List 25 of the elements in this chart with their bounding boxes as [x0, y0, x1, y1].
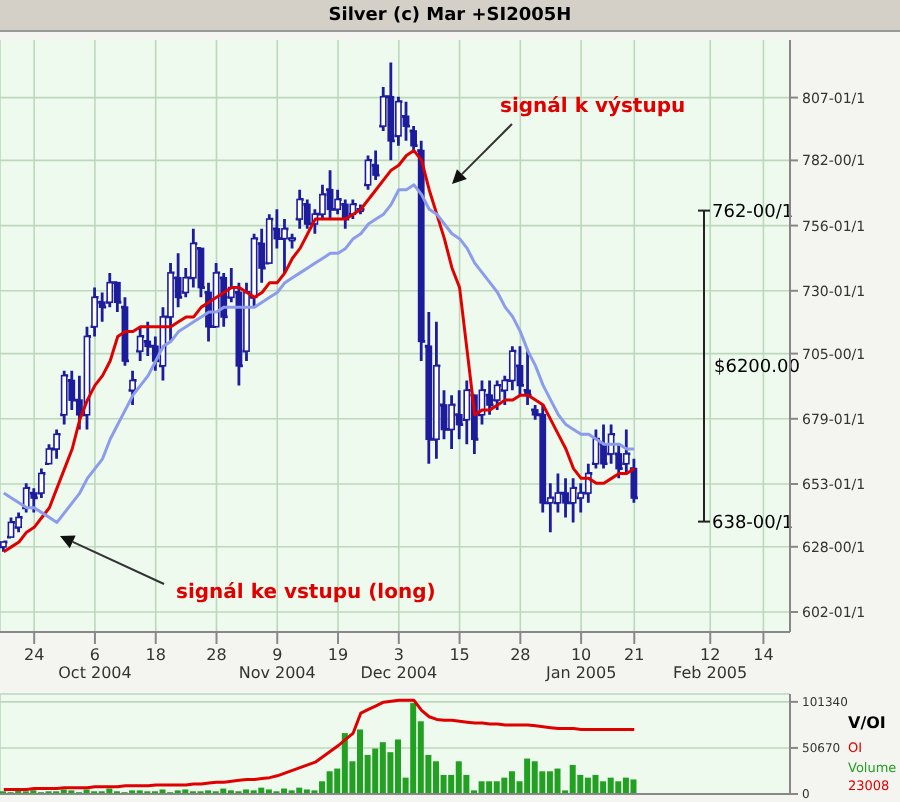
- x-tick-label: 14: [753, 646, 774, 664]
- text: signál ke vstupu (long): [176, 582, 436, 604]
- chart-title: Silver (c) Mar +SI2005H: [0, 0, 900, 32]
- text: Jan 2005: [543, 664, 617, 682]
- annotation: signál k výstupu: [500, 96, 686, 118]
- annotation: 762-00/1: [712, 203, 794, 223]
- x-tick-label: 9: [272, 646, 283, 664]
- text: Oct 2004: [58, 664, 132, 682]
- x-tick-label: 24: [24, 646, 45, 664]
- annotation: 638-00/1: [712, 514, 794, 534]
- x-tick-label: 12: [700, 646, 721, 664]
- x-tick-label: 19: [327, 646, 349, 664]
- x-tick-label: 18: [145, 646, 166, 664]
- x-tick-label: 28: [510, 646, 531, 664]
- text: Dec 2004: [360, 664, 438, 682]
- x-tick-label: 21: [624, 646, 645, 664]
- x-tick-label: 6: [89, 646, 101, 664]
- text: Nov 2004: [238, 664, 316, 682]
- annotation: $6200.00: [714, 358, 801, 378]
- x-tick-label: 28: [206, 646, 227, 664]
- x-tick-label: 3: [393, 646, 404, 664]
- text: Feb 2005: [673, 664, 748, 682]
- x-tick-label: 15: [449, 646, 470, 664]
- x-tick-label: 10: [570, 646, 592, 664]
- y-axis-title: V/OI: [848, 714, 886, 732]
